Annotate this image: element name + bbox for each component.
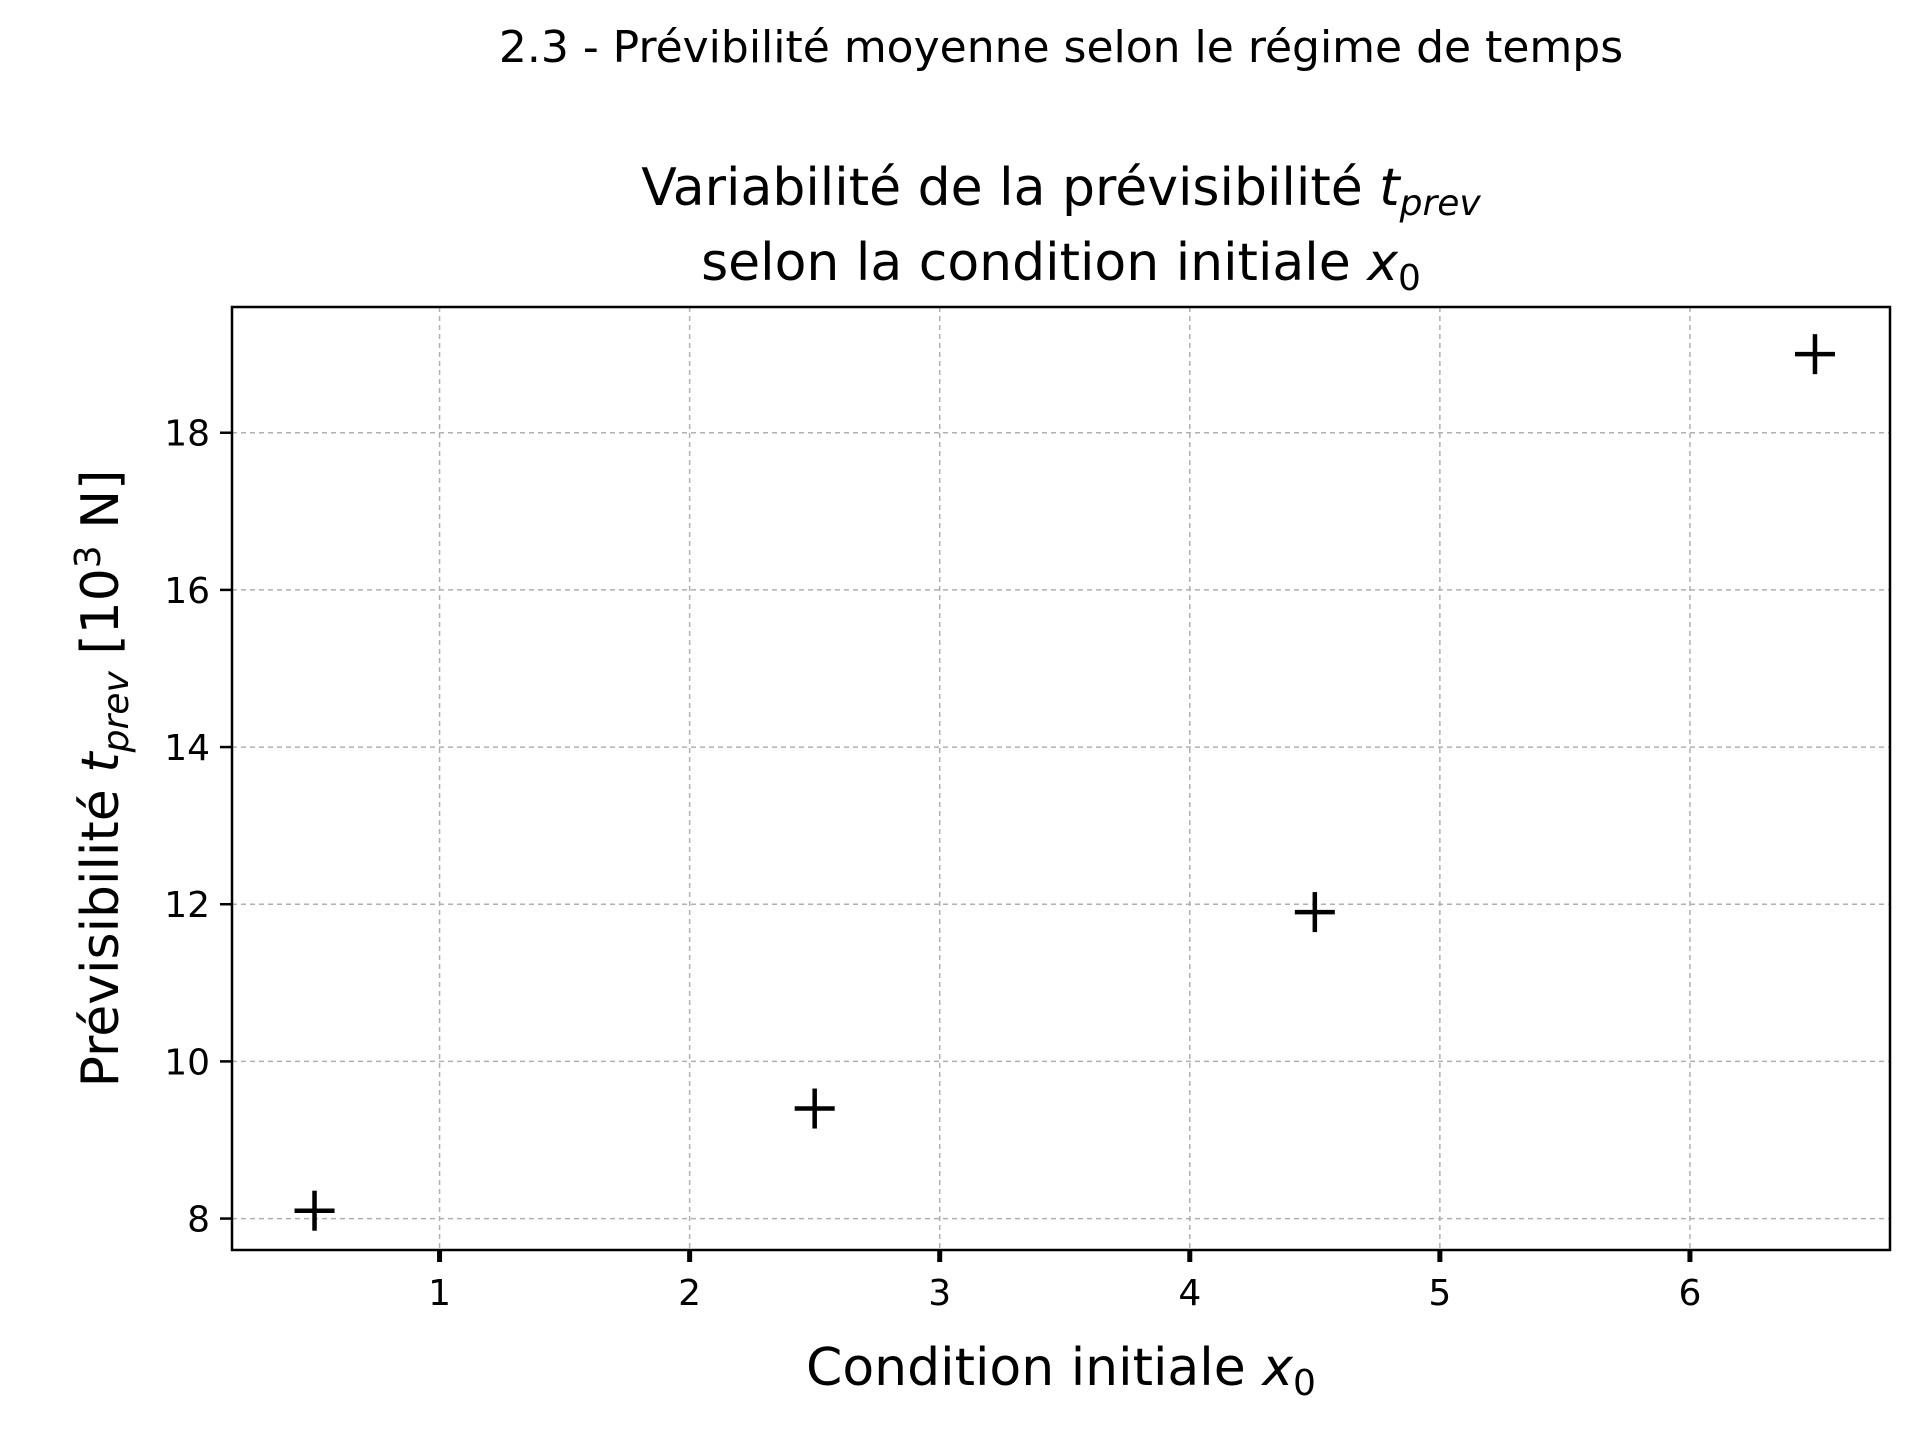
figure-suptitle: 2.3 - Prévibilité moyenne selon le régim… bbox=[498, 22, 1624, 73]
y-tick-label: 16 bbox=[164, 571, 210, 612]
x-tick-label: 6 bbox=[1678, 1273, 1701, 1314]
data-point-marker bbox=[294, 1190, 335, 1231]
y-tick-label: 12 bbox=[164, 885, 210, 926]
x-tick-label: 2 bbox=[678, 1273, 701, 1314]
x-axis-title: Condition initiale x0 bbox=[806, 1338, 1316, 1404]
chart-title-line1: Variabilité de la prévisibilité tprev bbox=[641, 158, 1481, 224]
x-tick-label: 3 bbox=[928, 1273, 951, 1314]
y-tick-label: 10 bbox=[164, 1042, 210, 1083]
plot-area-frame bbox=[230, 305, 1892, 1252]
x-tick-label: 4 bbox=[1178, 1273, 1201, 1314]
y-tick-label: 8 bbox=[187, 1200, 210, 1241]
y-tick-label: 18 bbox=[164, 414, 210, 455]
chart-title-line2: selon la condition initiale x0 bbox=[701, 233, 1421, 299]
data-point-marker bbox=[1294, 892, 1335, 933]
x-tick-label: 1 bbox=[428, 1273, 451, 1314]
y-axis-title: Prévisibilité tprev [103 N] bbox=[68, 470, 137, 1088]
grid-lines bbox=[232, 307, 1890, 1250]
data-markers bbox=[294, 334, 1835, 1231]
y-tick-label: 14 bbox=[164, 728, 210, 769]
data-point-marker bbox=[1794, 334, 1835, 375]
x-tick-label: 5 bbox=[1428, 1273, 1451, 1314]
data-point-marker bbox=[794, 1088, 835, 1129]
